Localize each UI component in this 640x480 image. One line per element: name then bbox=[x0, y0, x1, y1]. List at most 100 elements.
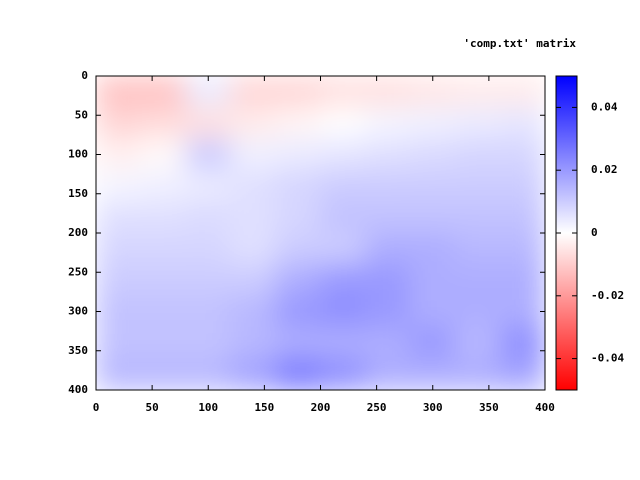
heatmap-cell bbox=[364, 263, 411, 297]
heatmap-cell bbox=[499, 358, 545, 390]
colorbar-tick-label: -0.04 bbox=[591, 352, 624, 365]
heatmap-cell bbox=[499, 295, 545, 328]
heatmap-cell bbox=[185, 106, 232, 140]
heatmap-cell bbox=[320, 106, 366, 140]
x-tick-label: 300 bbox=[423, 401, 443, 414]
heatmap-cell bbox=[409, 326, 456, 360]
heatmap-cell bbox=[409, 358, 456, 390]
heatmap-cell bbox=[96, 138, 142, 171]
heatmap-cell bbox=[185, 76, 232, 108]
colorbar-tick-label: 0.04 bbox=[591, 100, 618, 113]
heatmap-cell bbox=[320, 263, 366, 297]
heatmap-cell bbox=[275, 232, 321, 265]
heatmap-cell bbox=[275, 169, 321, 203]
heatmap-cell bbox=[140, 201, 187, 234]
heatmap-cell bbox=[454, 263, 501, 297]
heatmap-cell bbox=[364, 106, 411, 140]
heatmap-cell bbox=[409, 169, 456, 203]
colorbar-tick-label: -0.02 bbox=[591, 289, 624, 302]
y-tick-label: 250 bbox=[68, 265, 88, 278]
x-tick-label: 400 bbox=[535, 401, 555, 414]
heatmap-cell bbox=[275, 326, 321, 360]
heatmap-cell bbox=[230, 232, 277, 265]
heatmap bbox=[96, 76, 545, 390]
heatmap-cell bbox=[275, 263, 321, 297]
heatmap-cell bbox=[320, 358, 366, 390]
heatmap-cell bbox=[96, 326, 142, 360]
heatmap-cell bbox=[364, 295, 411, 328]
heatmap-cell bbox=[454, 138, 501, 171]
heatmap-cell bbox=[96, 295, 142, 328]
heatmap-cell bbox=[499, 138, 545, 171]
heatmap-cell bbox=[185, 263, 232, 297]
heatmap-cell bbox=[140, 326, 187, 360]
heatmap-cell bbox=[454, 295, 501, 328]
chart-title: 'comp.txt' matrix bbox=[463, 37, 576, 50]
heatmap-cell bbox=[230, 358, 277, 390]
heatmap-cell bbox=[275, 295, 321, 328]
heatmap-cell bbox=[409, 201, 456, 234]
heatmap-cell bbox=[364, 138, 411, 171]
heatmap-cell bbox=[230, 169, 277, 203]
heatmap-cell bbox=[409, 138, 456, 171]
heatmap-cell bbox=[96, 232, 142, 265]
heatmap-cell bbox=[185, 201, 232, 234]
x-tick-label: 250 bbox=[367, 401, 387, 414]
heatmap-cell bbox=[320, 295, 366, 328]
heatmap-cell bbox=[96, 76, 142, 108]
y-tick-label: 200 bbox=[68, 226, 88, 239]
heatmap-cell bbox=[499, 76, 545, 108]
y-tick-label: 100 bbox=[68, 148, 88, 161]
heatmap-cell bbox=[140, 138, 187, 171]
heatmap-cell bbox=[499, 201, 545, 234]
heatmap-cell bbox=[499, 232, 545, 265]
heatmap-cell bbox=[140, 295, 187, 328]
heatmap-cell bbox=[140, 232, 187, 265]
heatmap-cell bbox=[320, 138, 366, 171]
heatmap-cell bbox=[185, 138, 232, 171]
heatmap-cell bbox=[230, 295, 277, 328]
heatmap-cell bbox=[409, 232, 456, 265]
heatmap-cell bbox=[409, 295, 456, 328]
heatmap-cell bbox=[96, 106, 142, 140]
heatmap-cell bbox=[454, 232, 501, 265]
x-tick-label: 50 bbox=[146, 401, 159, 414]
heatmap-cell bbox=[499, 106, 545, 140]
heatmap-cell bbox=[140, 263, 187, 297]
x-tick-label: 200 bbox=[311, 401, 331, 414]
heatmap-cell bbox=[230, 263, 277, 297]
heatmap-cell bbox=[364, 76, 411, 108]
heatmap-cell bbox=[185, 326, 232, 360]
x-tick-label: 100 bbox=[198, 401, 218, 414]
y-tick-label: 150 bbox=[68, 187, 88, 200]
heatmap-cell bbox=[364, 326, 411, 360]
heatmap-cell bbox=[185, 358, 232, 390]
heatmap-cell bbox=[185, 169, 232, 203]
heatmap-cell bbox=[140, 106, 187, 140]
colorbar-tick-label: 0.02 bbox=[591, 163, 618, 176]
heatmap-cell bbox=[499, 169, 545, 203]
heatmap-cell bbox=[185, 295, 232, 328]
heatmap-cell bbox=[499, 263, 545, 297]
heatmap-cell bbox=[230, 201, 277, 234]
heatmap-cell bbox=[454, 358, 501, 390]
heatmap-cell bbox=[454, 76, 501, 108]
heatmap-cell bbox=[140, 358, 187, 390]
heatmap-cell bbox=[454, 106, 501, 140]
heatmap-cell bbox=[275, 76, 321, 108]
y-tick-label: 50 bbox=[75, 108, 88, 121]
heatmap-cell bbox=[320, 232, 366, 265]
heatmap-cell bbox=[275, 201, 321, 234]
heatmap-cell bbox=[96, 263, 142, 297]
heatmap-cell bbox=[230, 326, 277, 360]
heatmap-cell bbox=[230, 106, 277, 140]
y-tick-label: 300 bbox=[68, 305, 88, 318]
heatmap-cell bbox=[140, 76, 187, 108]
heatmap-cell bbox=[364, 201, 411, 234]
heatmap-cell bbox=[275, 138, 321, 171]
heatmap-cell bbox=[409, 76, 456, 108]
colorbar-tick-label: 0 bbox=[591, 226, 598, 239]
y-tick-label: 0 bbox=[81, 69, 88, 82]
heatmap-cell bbox=[96, 169, 142, 203]
